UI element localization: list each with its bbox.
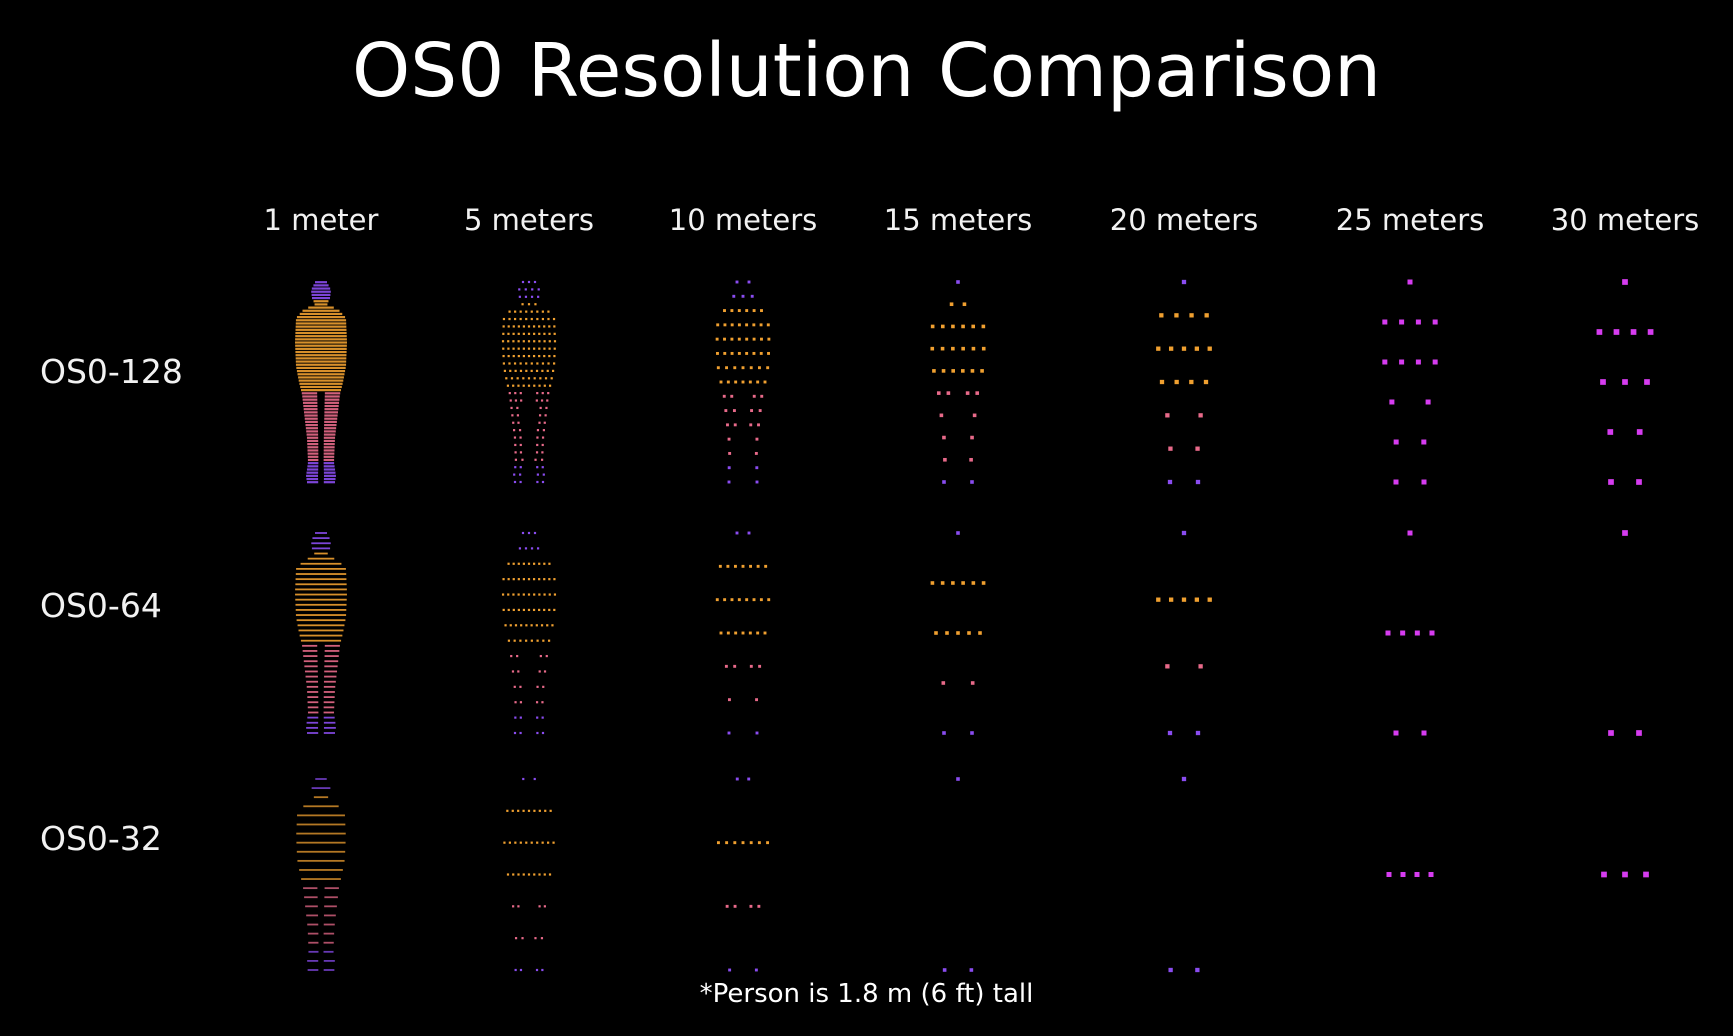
point-cloud-2-2 [716,777,770,972]
point-cloud-0-4 [1156,279,1212,485]
point-cloud-2-5 [1386,872,1434,877]
point-cloud-2-6 [1601,871,1649,878]
point-cloud-0-2 [715,280,771,484]
footnote: *Person is 1.8 m (6 ft) tall [699,979,1034,1009]
point-cloud-1-6 [1608,530,1642,736]
point-cloud-1-4 [1156,530,1212,736]
point-cloud-0-6 [1596,279,1654,485]
point-cloud-2-0 [296,778,346,971]
column-label-1m: 1 meter [263,203,379,237]
column-label-25m: 25 meters [1335,203,1485,237]
point-cloud-0-3 [930,280,986,484]
column-label-20m: 20 meters [1109,203,1259,237]
point-cloud-0-5 [1382,279,1438,485]
row-label-os0-128: OS0-128 [40,352,183,391]
column-label-30m: 30 meters [1550,203,1700,237]
point-cloud-2-4 [1168,776,1200,973]
row-label-os0-64: OS0-64 [40,586,162,625]
page-title: OS0 Resolution Comparison [351,28,1382,114]
point-cloud-1-1 [501,531,557,735]
point-cloud-1-5 [1385,530,1435,736]
column-label-15m: 15 meters [883,203,1033,237]
column-label-5m: 5 meters [463,203,594,237]
point-cloud-0-0 [295,281,347,484]
column-label-10m: 10 meters [668,203,818,237]
row-label-os0-32: OS0-32 [40,819,162,858]
point-cloud-0-1 [501,280,557,484]
point-cloud-1-3 [930,531,986,735]
point-cloud-2-3 [942,777,974,972]
point-cloud-1-2 [715,531,771,735]
point-cloud-1-0 [295,532,347,734]
point-cloud-2-1 [503,777,555,972]
